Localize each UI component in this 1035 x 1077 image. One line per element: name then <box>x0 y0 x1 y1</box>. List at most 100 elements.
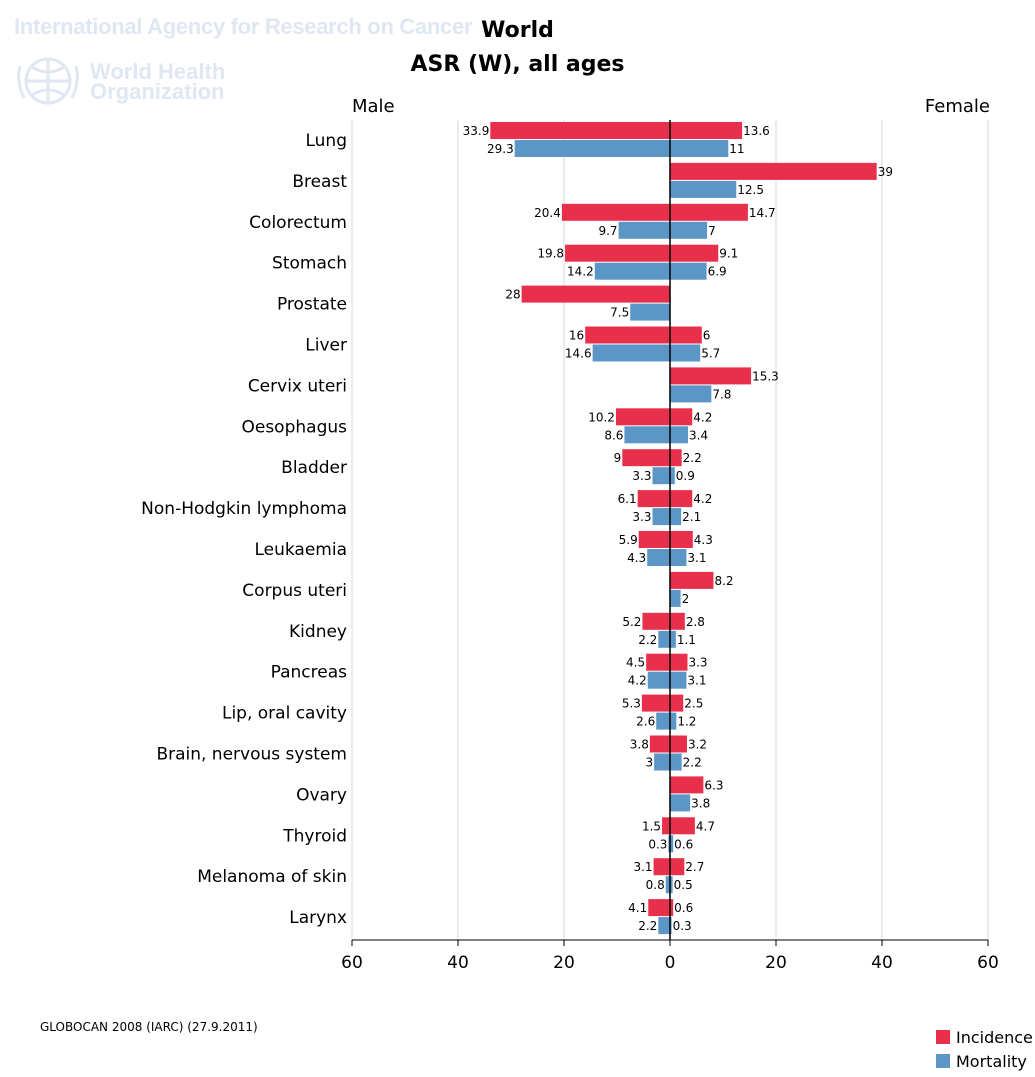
bar-female-incidence-stomach <box>670 244 719 262</box>
bar-male-incidence-melanoma-of-skin <box>653 858 670 876</box>
bar-male-mortality-stomach-label: 14.2 <box>567 265 594 279</box>
bar-male-incidence-lung <box>490 122 670 139</box>
bar-female-mortality-oesophagus-label: 3.4 <box>689 428 708 442</box>
x-tick-label-1: 40 <box>447 953 469 973</box>
bar-female-mortality-brain-nervous-system-label: 2.2 <box>683 756 702 770</box>
bar-male-mortality-leukaemia <box>647 549 670 566</box>
bar-male-incidence-leukaemia-label: 5.9 <box>619 533 638 547</box>
bar-male-incidence-brain-nervous-system <box>649 735 670 753</box>
category-label-kidney: Kidney <box>289 622 347 642</box>
category-label-leukaemia: Leukaemia <box>254 540 347 560</box>
bar-male-mortality-oesophagus-label: 8.6 <box>604 428 623 442</box>
bar-male-mortality-prostate <box>630 303 670 321</box>
category-label-liver: Liver <box>305 336 347 356</box>
bar-male-mortality-bladder-label: 3.3 <box>632 469 651 483</box>
bar-female-incidence-leukaemia-label: 4.3 <box>694 533 713 547</box>
bar-female-mortality-lung-label: 11 <box>729 142 744 156</box>
bar-female-mortality-corpus-uteri <box>670 589 681 607</box>
bar-female-incidence-thyroid-label: 4.7 <box>696 819 715 833</box>
bar-female-incidence-kidney <box>670 612 685 630</box>
category-label-cervix-uteri: Cervix uteri <box>248 376 347 396</box>
bar-male-mortality-thyroid <box>668 835 670 853</box>
bar-female-incidence-pancreas-label: 3.3 <box>688 656 707 670</box>
bar-female-incidence-breast <box>670 162 877 180</box>
bar-male-mortality-brain-nervous-system-label: 3 <box>645 756 653 770</box>
bar-female-mortality-liver-label: 5.7 <box>701 347 720 361</box>
chart-title: World <box>481 18 554 43</box>
bar-male-mortality-liver-label: 14.6 <box>565 347 592 361</box>
bar-female-mortality-leukaemia <box>670 549 687 566</box>
bar-male-incidence-prostate-label: 28 <box>505 288 520 302</box>
bar-male-mortality-lip-oral-cavity-label: 2.6 <box>636 715 655 729</box>
bar-male-incidence-colorectum <box>561 203 670 221</box>
bar-female-mortality-larynx-label: 0.3 <box>673 919 692 933</box>
category-label-thyroid: Thyroid <box>282 826 347 846</box>
legend-label-incidence: Incidence <box>956 1027 1033 1047</box>
category-label-ovary: Ovary <box>296 785 347 805</box>
who-watermark: World Health Organization <box>90 61 290 103</box>
bar-female-mortality-melanoma-of-skin <box>670 876 673 894</box>
bar-male-incidence-lip-oral-cavity <box>641 694 670 712</box>
bar-male-mortality-non-hodgkin-lymphoma <box>652 508 670 526</box>
bar-female-incidence-ovary <box>670 776 704 794</box>
bar-female-mortality-colorectum <box>670 221 708 239</box>
legend-label-mortality: Mortality <box>956 1051 1027 1071</box>
bar-female-incidence-brain-nervous-system-label: 3.2 <box>688 738 707 752</box>
bar-female-incidence-leukaemia <box>670 531 693 548</box>
bar-female-incidence-melanoma-of-skin <box>670 858 685 876</box>
bar-male-incidence-brain-nervous-system-label: 3.8 <box>630 738 649 752</box>
bar-female-incidence-liver <box>670 326 702 344</box>
category-label-lip-oral-cavity: Lip, oral cavity <box>222 704 347 724</box>
who-logo-icon <box>17 57 79 105</box>
bar-female-incidence-cervix-uteri <box>670 367 752 385</box>
category-label-prostate: Prostate <box>277 295 347 315</box>
category-label-oesophagus: Oesophagus <box>241 417 347 437</box>
bar-female-mortality-pancreas-label: 3.1 <box>687 674 706 688</box>
bar-male-mortality-pancreas-label: 4.2 <box>628 674 647 688</box>
bar-female-incidence-lip-oral-cavity <box>670 694 684 712</box>
bar-male-mortality-lip-oral-cavity <box>656 712 670 730</box>
bar-female-mortality-liver <box>670 344 701 362</box>
bar-female-mortality-breast <box>670 180 737 198</box>
bar-male-mortality-kidney <box>658 630 670 648</box>
bar-female-mortality-stomach <box>670 262 707 280</box>
bar-female-incidence-liver-label: 6 <box>703 329 711 343</box>
bar-male-mortality-melanoma-of-skin <box>665 876 670 894</box>
bar-female-mortality-lip-oral-cavity-label: 1.2 <box>677 715 696 729</box>
bar-female-incidence-corpus-uteri <box>670 571 714 589</box>
bar-female-incidence-ovary-label: 6.3 <box>704 778 723 792</box>
bar-male-incidence-prostate <box>521 285 670 303</box>
category-label-non-hodgkin-lymphoma: Non-Hodgkin lymphoma <box>141 499 347 519</box>
bar-female-incidence-bladder <box>670 449 682 467</box>
bar-male-incidence-oesophagus-label: 10.2 <box>588 410 615 424</box>
bar-male-incidence-oesophagus <box>615 408 670 426</box>
bar-male-mortality-thyroid-label: 0.3 <box>648 837 667 851</box>
bar-male-mortality-melanoma-of-skin-label: 0.8 <box>646 878 665 892</box>
bar-female-incidence-bladder-label: 2.2 <box>683 451 702 465</box>
bar-female-incidence-colorectum <box>670 203 748 221</box>
bar-female-incidence-melanoma-of-skin-label: 2.7 <box>685 860 704 874</box>
bar-female-mortality-stomach-label: 6.9 <box>708 265 727 279</box>
bar-male-mortality-prostate-label: 7.5 <box>610 306 629 320</box>
bar-male-incidence-non-hodgkin-lymphoma <box>637 490 670 508</box>
bar-female-incidence-lip-oral-cavity-label: 2.5 <box>684 697 703 711</box>
bar-male-incidence-kidney-label: 5.2 <box>622 615 641 629</box>
bar-female-incidence-non-hodgkin-lymphoma <box>670 490 693 508</box>
bar-female-incidence-stomach-label: 9.1 <box>719 247 738 261</box>
bar-male-incidence-pancreas-label: 4.5 <box>626 656 645 670</box>
bar-male-mortality-stomach <box>594 262 670 280</box>
bar-male-mortality-colorectum-label: 9.7 <box>598 224 617 238</box>
bar-female-incidence-breast-label: 39 <box>878 165 893 179</box>
category-label-bladder: Bladder <box>281 458 347 478</box>
bar-female-mortality-cervix-uteri-label: 7.8 <box>712 387 731 401</box>
bar-male-mortality-non-hodgkin-lymphoma-label: 3.3 <box>632 510 651 524</box>
bar-male-mortality-brain-nervous-system <box>654 753 670 771</box>
bar-female-incidence-non-hodgkin-lymphoma-label: 4.2 <box>693 492 712 506</box>
bar-female-mortality-bladder-label: 0.9 <box>676 469 695 483</box>
bar-female-mortality-breast-label: 12.5 <box>737 183 764 197</box>
bar-female-mortality-corpus-uteri-label: 2 <box>682 592 690 606</box>
bar-female-mortality-ovary-label: 3.8 <box>691 796 710 810</box>
bar-female-incidence-colorectum-label: 14.7 <box>749 206 776 220</box>
category-label-breast: Breast <box>292 172 347 192</box>
